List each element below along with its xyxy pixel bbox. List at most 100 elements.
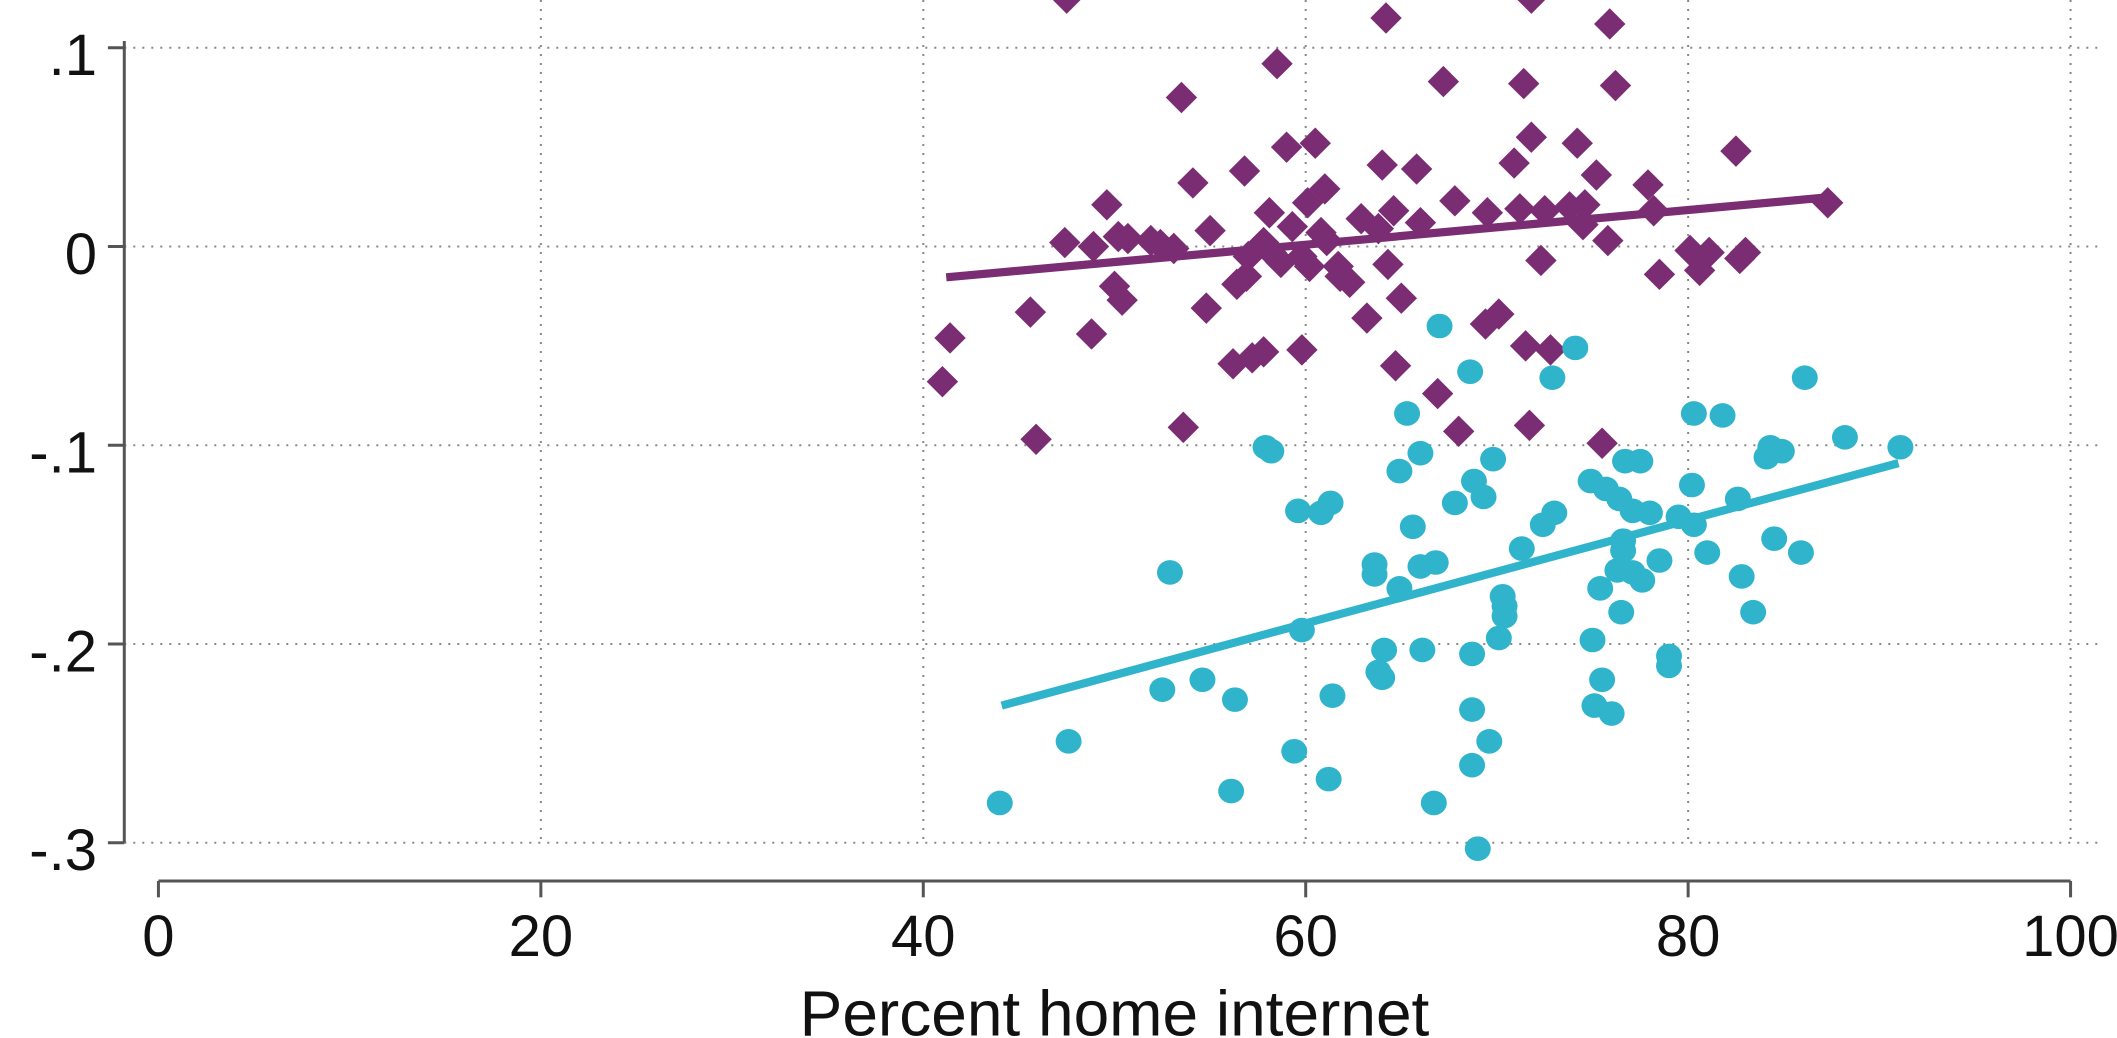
data-point-circle	[1156, 560, 1183, 585]
data-point-circle	[1610, 538, 1637, 563]
data-point-diamond	[1261, 47, 1293, 80]
data-point-circle	[1629, 568, 1656, 593]
data-point-circle	[1470, 484, 1497, 510]
data-point-circle	[1317, 490, 1344, 516]
data-point-diamond	[1377, 195, 1410, 227]
data-point-diamond	[1177, 167, 1209, 199]
x-axis-title: Percent home internet	[800, 977, 1430, 1038]
data-point-diamond	[1276, 210, 1309, 243]
data-point-diamond	[1286, 334, 1318, 366]
data-point-diamond	[1469, 308, 1502, 340]
data-point-diamond	[1253, 197, 1286, 229]
data-point-circle	[1218, 778, 1245, 804]
data-point-diamond	[1509, 330, 1542, 362]
data-point-diamond	[1167, 411, 1200, 444]
x-tick-label: 80	[1656, 904, 1721, 969]
data-point-diamond	[1052, 0, 1081, 14]
data-point-circle	[1281, 738, 1308, 764]
data-point-diamond	[1812, 187, 1844, 219]
data-point-circle	[1189, 667, 1216, 693]
data-point-diamond	[1333, 266, 1366, 299]
data-point-circle	[1787, 540, 1814, 565]
data-point-circle	[1761, 526, 1788, 551]
y-tick-label: -.1	[29, 421, 97, 486]
data-point-circle	[986, 790, 1013, 816]
data-point-circle	[1394, 401, 1421, 426]
data-points	[926, 0, 1914, 861]
data-point-circle	[1420, 790, 1447, 816]
data-point-circle	[1680, 401, 1707, 426]
data-point-diamond	[1077, 230, 1110, 263]
data-point-diamond	[1165, 81, 1198, 114]
data-point-circle	[1791, 365, 1818, 390]
y-tick-label: .1	[49, 23, 97, 88]
gridlines	[124, 0, 2098, 844]
data-point-circle	[1539, 365, 1566, 390]
data-point-diamond	[1442, 415, 1475, 448]
data-point-circle	[1589, 667, 1616, 693]
data-point-circle	[1740, 599, 1767, 625]
data-point-diamond	[1194, 214, 1226, 247]
data-point-diamond	[1580, 159, 1613, 191]
data-point-diamond	[1439, 185, 1471, 217]
y-tick-label: -.2	[29, 619, 97, 684]
data-point-circle	[1369, 665, 1396, 691]
data-point-diamond	[1106, 284, 1138, 316]
data-point-circle	[1459, 752, 1486, 778]
x-tick-label: 40	[891, 904, 956, 969]
data-point-circle	[1728, 564, 1755, 589]
data-point-diamond	[1471, 197, 1504, 229]
data-point-diamond	[1351, 302, 1383, 334]
data-point-circle	[1459, 697, 1486, 722]
data-point-diamond	[1291, 187, 1324, 219]
data-point-circle	[1476, 729, 1503, 754]
data-point-diamond	[1586, 427, 1618, 459]
data-point-diamond	[1293, 250, 1326, 283]
data-point-circle	[1646, 548, 1673, 573]
data-point-diamond	[1427, 65, 1460, 98]
data-point-circle	[1285, 498, 1312, 524]
data-point-circle	[1485, 625, 1512, 651]
data-point-diamond	[1534, 334, 1567, 366]
data-point-diamond	[926, 365, 959, 398]
data-point-diamond	[1221, 268, 1253, 300]
data-point-circle	[1656, 653, 1682, 679]
fit-lines	[945, 193, 1900, 710]
data-point-circle	[1753, 444, 1780, 470]
data-point-diamond	[1729, 236, 1762, 269]
data-point-diamond	[1569, 189, 1601, 221]
data-point-circle	[1694, 540, 1721, 565]
data-point-circle	[1627, 448, 1654, 474]
data-point-circle	[1831, 425, 1858, 450]
data-point-circle	[1399, 514, 1426, 540]
data-point-diamond	[1513, 409, 1546, 442]
data-point-circle	[1480, 446, 1507, 472]
data-point-diamond	[1683, 254, 1716, 287]
data-point-diamond	[1421, 377, 1454, 410]
data-point-diamond	[1020, 423, 1052, 455]
data-point-circle	[1426, 313, 1453, 339]
data-point-circle	[1407, 440, 1434, 466]
data-point-diamond	[1228, 155, 1261, 187]
data-point-diamond	[1309, 173, 1341, 205]
data-point-circle	[1386, 458, 1413, 484]
data-point-diamond	[1270, 131, 1303, 163]
fit-line-diamond-series	[945, 193, 1823, 282]
x-tick-label: 0	[142, 904, 174, 969]
data-point-diamond	[1299, 127, 1331, 159]
data-point-circle	[1409, 637, 1436, 663]
data-point-diamond	[1190, 292, 1222, 324]
fit-line-circle-series	[1000, 459, 1900, 710]
axis-labels: .1 0 -.1 -.2 -.3 0 20 40 60 80 100 Percent home int…	[29, 23, 2117, 1038]
data-point-circle	[1422, 550, 1449, 575]
data-point-circle	[1579, 627, 1606, 653]
data-point-circle	[1315, 766, 1342, 792]
data-point-diamond	[1525, 244, 1557, 277]
x-tick-label: 60	[1273, 904, 1338, 969]
data-point-diamond	[1517, 0, 1546, 14]
data-point-circle	[1508, 536, 1535, 561]
data-point-diamond	[1599, 69, 1632, 102]
data-point-circle	[1678, 472, 1705, 498]
axes	[107, 40, 2073, 898]
